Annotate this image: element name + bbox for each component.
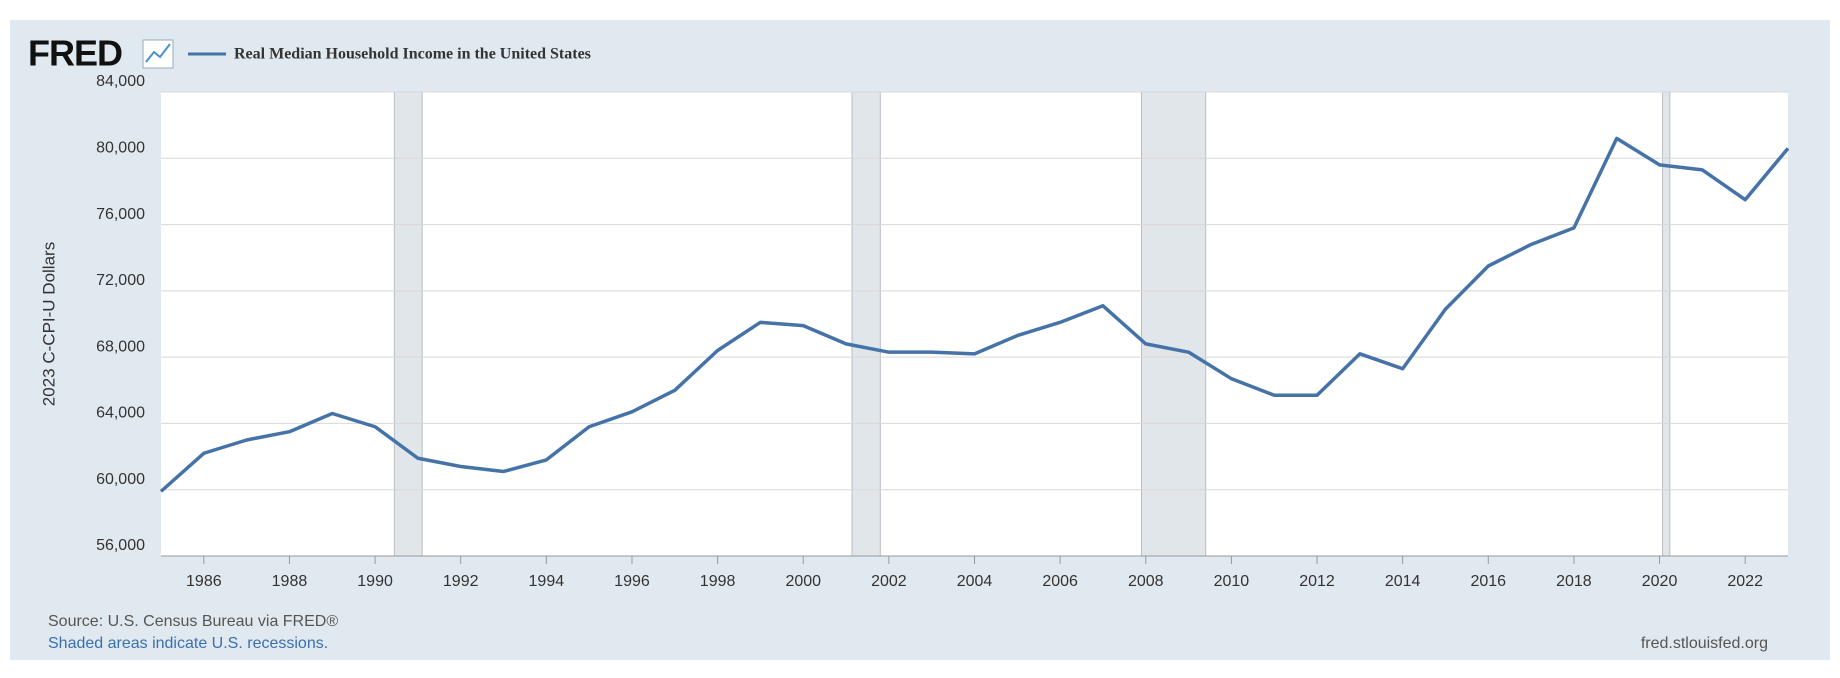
x-tick-label: 1998 [700, 573, 736, 590]
x-tick-label: 2020 [1642, 573, 1678, 590]
y-tick-label: 80,000 [96, 140, 145, 157]
x-tick-label: 2000 [785, 573, 821, 590]
x-tick-label: 2008 [1128, 573, 1164, 590]
plot-area [161, 92, 1788, 556]
x-tick-label: 1996 [614, 573, 650, 590]
x-tick-label: 1994 [529, 573, 565, 590]
note: Shaded areas indicate U.S. recessions. [48, 635, 328, 652]
y-tick-label: 60,000 [96, 471, 145, 488]
x-tick-label: 2012 [1299, 573, 1335, 590]
y-tick-label: 68,000 [96, 338, 145, 355]
x-tick-label: 2010 [1214, 573, 1250, 590]
recession-band [1662, 91, 1671, 557]
legend-label: Real Median Household Income in the Unit… [234, 46, 591, 63]
x-tick-label: 2016 [1470, 573, 1506, 590]
x-tick-label: 2022 [1727, 573, 1763, 590]
series-line [159, 136, 1790, 493]
y-axis-label: 2023 C-CPI-U Dollars [39, 242, 58, 406]
x-tick-label: 1988 [272, 573, 308, 590]
x-tick-label: 2006 [1042, 573, 1078, 590]
x-tick-label: 1986 [186, 573, 222, 590]
recession-band [393, 91, 423, 557]
y-tick-label: 56,000 [96, 537, 145, 554]
x-tick-label: 2002 [871, 573, 907, 590]
logo-icon [142, 39, 174, 69]
x-tick-label: 2018 [1556, 573, 1592, 590]
source: Source: U.S. Census Bureau via FRED® [48, 613, 338, 630]
logo: FRED [28, 33, 122, 74]
y-tick-label: 64,000 [96, 405, 145, 422]
recession-band [851, 91, 881, 557]
recession-band [1140, 91, 1207, 557]
x-tick-label: 2004 [957, 573, 993, 590]
y-tick-label: 84,000 [96, 73, 145, 90]
x-tick-label: 2014 [1385, 573, 1421, 590]
y-tick-label: 72,000 [96, 272, 145, 289]
x-tick-label: 1992 [443, 573, 479, 590]
y-tick-label: 76,000 [96, 206, 145, 223]
credit: fred.stlouisfed.org [1641, 635, 1768, 652]
x-tick-label: 1990 [357, 573, 393, 590]
